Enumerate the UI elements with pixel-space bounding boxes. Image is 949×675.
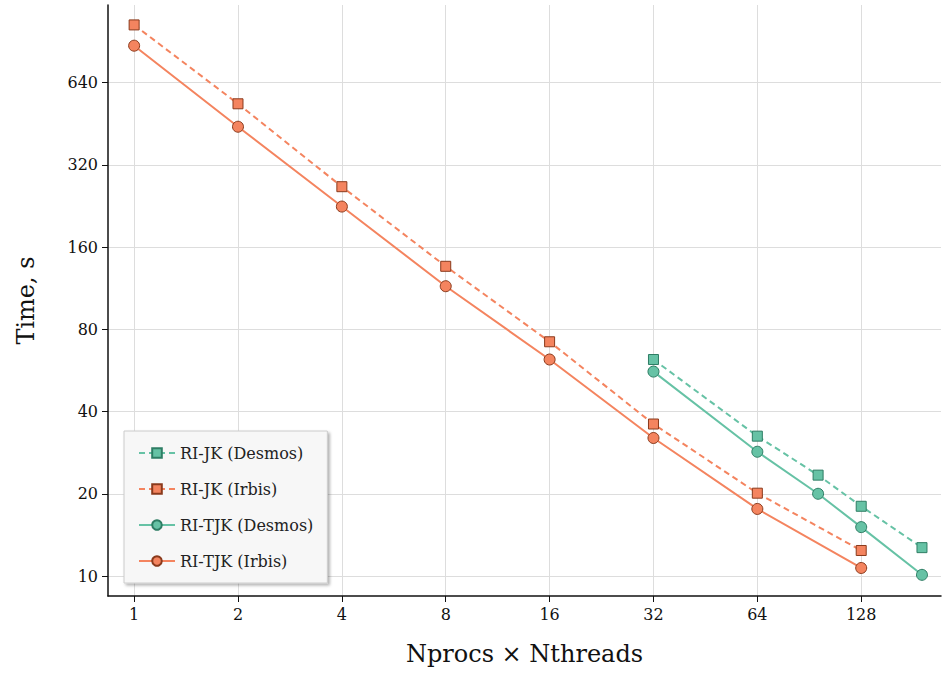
svg-text:20: 20 — [78, 484, 98, 503]
svg-text:RI-TJK (Irbis): RI-TJK (Irbis) — [180, 552, 287, 571]
svg-text:16: 16 — [539, 605, 559, 624]
svg-text:128: 128 — [846, 605, 877, 624]
svg-text:Time, s: Time, s — [12, 256, 40, 344]
svg-text:1: 1 — [129, 605, 139, 624]
svg-text:32: 32 — [643, 605, 663, 624]
svg-text:Nprocs × Nthreads: Nprocs × Nthreads — [406, 640, 643, 668]
svg-text:RI-JK (Desmos): RI-JK (Desmos) — [180, 444, 303, 463]
svg-text:RI-JK (Irbis): RI-JK (Irbis) — [180, 480, 277, 499]
svg-text:8: 8 — [441, 605, 451, 624]
svg-text:4: 4 — [337, 605, 347, 624]
svg-text:640: 640 — [67, 73, 98, 92]
svg-text:320: 320 — [67, 155, 98, 174]
svg-text:160: 160 — [67, 238, 98, 257]
svg-text:10: 10 — [78, 567, 98, 586]
svg-text:80: 80 — [78, 320, 98, 339]
svg-text:2: 2 — [233, 605, 243, 624]
svg-text:RI-TJK (Desmos): RI-TJK (Desmos) — [180, 516, 313, 535]
svg-text:64: 64 — [747, 605, 767, 624]
svg-text:40: 40 — [78, 402, 98, 421]
